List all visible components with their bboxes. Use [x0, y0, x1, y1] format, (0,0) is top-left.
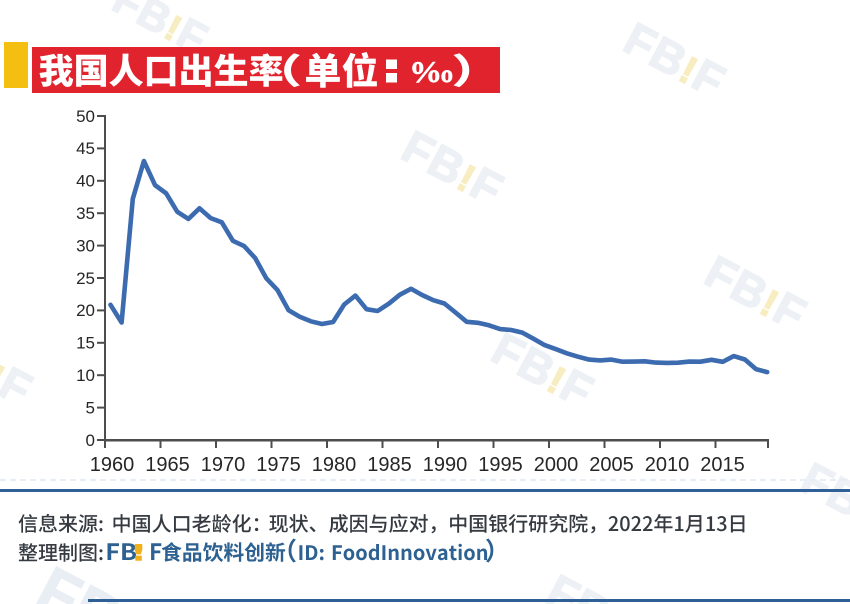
svg-text:2005: 2005	[589, 454, 634, 476]
svg-text:30: 30	[76, 236, 95, 255]
svg-text:1975: 1975	[256, 454, 301, 476]
svg-text:25: 25	[76, 269, 95, 288]
svg-text:1960: 1960	[90, 454, 135, 476]
svg-text:1990: 1990	[423, 454, 468, 476]
svg-text:40: 40	[76, 172, 95, 191]
svg-text:45: 45	[76, 139, 95, 158]
svg-text:1985: 1985	[367, 454, 412, 476]
svg-text:35: 35	[76, 204, 95, 223]
svg-text:20: 20	[76, 301, 95, 320]
svg-text:1980: 1980	[312, 454, 357, 476]
svg-text:2000: 2000	[534, 454, 579, 476]
svg-text:1970: 1970	[201, 454, 246, 476]
svg-text:5: 5	[86, 398, 95, 417]
svg-text:10: 10	[76, 366, 95, 385]
svg-text:2010: 2010	[645, 454, 690, 476]
svg-text:1995: 1995	[478, 454, 523, 476]
svg-text:0: 0	[86, 431, 95, 450]
svg-text:50: 50	[76, 107, 95, 126]
svg-text:1965: 1965	[145, 454, 190, 476]
svg-text:2015: 2015	[700, 454, 745, 476]
svg-text:15: 15	[76, 334, 95, 353]
